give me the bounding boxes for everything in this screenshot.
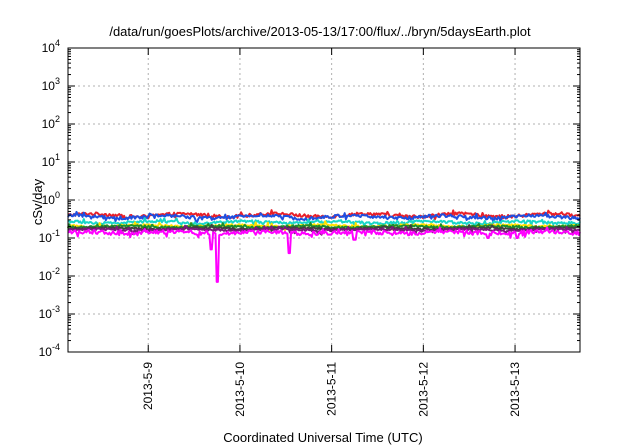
x-axis-title: Coordinated Universal Time (UTC)	[223, 430, 422, 445]
y-tick-label: 10-1	[39, 228, 60, 245]
y-tick-label: 101	[42, 152, 60, 169]
x-tick-label: 2013-5-11	[325, 362, 339, 416]
grid	[68, 48, 580, 352]
x-tick-label: 2013-5-10	[233, 362, 247, 417]
x-tick-label: 2013-5-12	[416, 362, 430, 417]
x-tick-label: 2013-5-9	[141, 362, 155, 410]
chart-title: /data/run/goesPlots/archive/2013-05-13/1…	[109, 24, 531, 39]
y-axis-title: cSv/day	[30, 178, 45, 225]
data-series-group	[67, 209, 581, 283]
x-tick-label: 2013-5-13	[508, 362, 522, 417]
axis-ticks: 10-4 10-3 10-2 10-1 100 101 102 103 104 2013-5-9 2…	[39, 38, 580, 417]
y-tick-label: 104	[42, 38, 60, 55]
data-series-line	[67, 226, 581, 283]
y-tick-label: 102	[42, 114, 60, 131]
y-tick-label: 10-3	[39, 304, 60, 321]
data-series-line	[67, 210, 581, 224]
data-series-line	[67, 221, 580, 232]
y-tick-label: 103	[42, 76, 60, 93]
y-tick-label: 100	[42, 190, 60, 207]
y-tick-label: 10-4	[39, 342, 60, 359]
y-tick-label: 10-2	[39, 266, 60, 283]
